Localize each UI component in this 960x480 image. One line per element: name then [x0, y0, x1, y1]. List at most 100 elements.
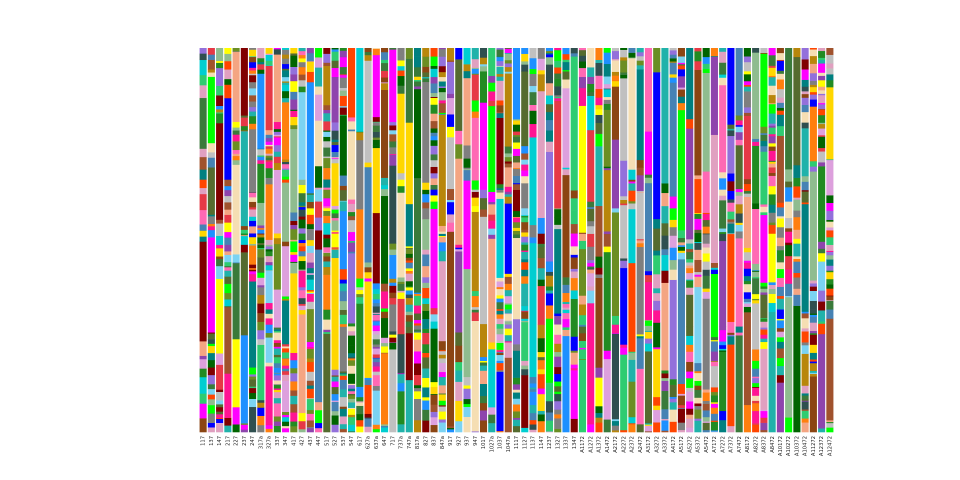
bar-segment — [323, 140, 331, 148]
bar-segment — [290, 48, 298, 54]
bar-segment — [430, 113, 438, 122]
bar-segment — [719, 350, 727, 352]
bar-segment — [422, 303, 430, 311]
bar-segment — [719, 240, 727, 327]
bar-segment — [521, 215, 529, 218]
bar-segment — [677, 76, 685, 88]
bar-segment — [686, 326, 694, 336]
bar-segment — [446, 61, 455, 94]
bar-segment — [496, 56, 504, 62]
bar-segment — [776, 260, 784, 263]
bar-segment — [389, 154, 397, 162]
bar-segment — [438, 86, 446, 88]
bar-segment — [339, 279, 347, 284]
bar-segment — [323, 251, 331, 253]
bar-segment — [438, 91, 446, 101]
bar-segment — [669, 219, 677, 228]
bar-segment — [545, 77, 554, 84]
bar-segment — [282, 49, 290, 55]
bar-1117 — [512, 48, 521, 433]
x-tick-label: A11272 — [811, 436, 817, 456]
bar-segment — [521, 360, 529, 366]
bar-segment — [793, 199, 801, 211]
bar-segment — [727, 124, 735, 129]
bar-segment — [686, 280, 694, 288]
bar-segment — [488, 91, 496, 101]
bar-segment — [257, 163, 265, 170]
bar-segment — [661, 183, 669, 194]
bar-segment — [545, 305, 554, 317]
bar-segment — [348, 414, 356, 418]
bar-segment — [785, 255, 793, 270]
bar-segment — [669, 279, 677, 380]
bar-segment — [504, 313, 512, 315]
bar-segment — [224, 78, 232, 85]
bar-segment — [512, 221, 521, 228]
x-tick-label: A7272 — [720, 436, 726, 453]
bar-segment — [587, 273, 595, 287]
bar-segment — [537, 243, 545, 248]
bar-segment — [249, 233, 257, 238]
bar-segment — [735, 188, 743, 193]
x-tick-label: 737a — [399, 436, 405, 449]
bar-segment — [339, 66, 347, 75]
bar-segment — [826, 278, 834, 285]
bar-segment — [372, 212, 380, 218]
bar-segment — [702, 284, 710, 289]
bar-segment — [290, 224, 298, 230]
bar-segment — [818, 50, 826, 58]
bar-segment — [397, 60, 405, 67]
bar-segment — [611, 60, 619, 72]
bar-segment — [710, 402, 718, 404]
bar-segment — [356, 401, 364, 403]
bar-segment — [677, 395, 685, 406]
bar-segment — [315, 67, 323, 87]
bar-segment — [413, 325, 422, 330]
bar-segment — [595, 367, 603, 378]
bar-segment — [727, 223, 735, 234]
bar-segment — [636, 56, 644, 61]
bar-segment — [397, 79, 405, 86]
bar-segment — [339, 50, 347, 58]
bar-segment — [809, 313, 817, 315]
bar-segment — [735, 213, 743, 223]
bar-segment — [339, 77, 347, 88]
bar-segment — [306, 293, 314, 302]
bar-segment — [809, 106, 817, 162]
bar-segment — [282, 63, 290, 69]
bar-segment — [752, 299, 760, 304]
bar-segment — [537, 90, 545, 95]
bar-segment — [455, 248, 463, 252]
bar-segment — [752, 141, 760, 146]
bar-segment — [611, 333, 619, 420]
bar-segment — [446, 427, 455, 430]
bar-segment — [282, 58, 290, 65]
bar-segment — [818, 428, 826, 433]
bar-segment — [446, 48, 455, 61]
bar-segment — [306, 52, 314, 61]
bar-segment — [818, 75, 826, 81]
bar-segment — [249, 111, 257, 117]
bar-segment — [570, 298, 578, 337]
bar-segment — [826, 79, 834, 88]
bar-segment — [298, 250, 306, 257]
bar-segment — [348, 231, 356, 241]
bar-segment — [669, 61, 677, 63]
bar-segment — [471, 68, 479, 73]
bar-segment — [422, 420, 430, 433]
bar-segment — [826, 270, 834, 273]
bar-segment — [603, 88, 611, 90]
bar-A5272 — [686, 48, 694, 433]
bar-segment — [422, 48, 430, 57]
bar-227 — [232, 48, 240, 433]
bar-segment — [257, 57, 265, 63]
bar-segment — [496, 349, 504, 352]
bar-segment — [512, 237, 521, 320]
bar-segment — [504, 328, 512, 336]
bar-segment — [562, 174, 570, 278]
bar-segment — [348, 431, 356, 433]
bar-segment — [422, 249, 430, 255]
bar-segment — [677, 96, 685, 104]
bar-segment — [554, 96, 562, 99]
bar-segment — [545, 261, 554, 272]
